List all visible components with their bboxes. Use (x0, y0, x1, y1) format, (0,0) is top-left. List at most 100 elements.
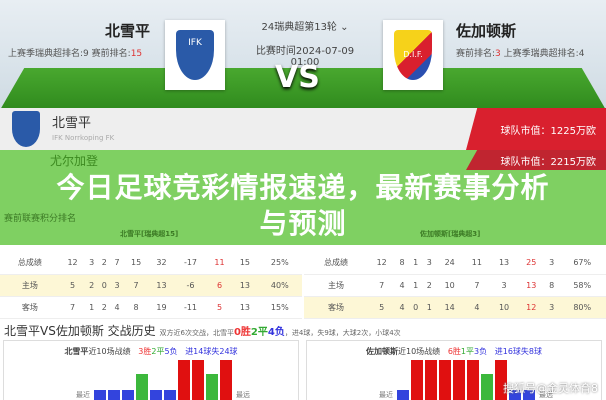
h2h-heading: 北雪平VS佐加顿斯 交战历史 双方近6次交战，北雪平0胜2平4负，进4球，失9球… (4, 324, 401, 338)
form-bar-L (122, 390, 134, 400)
home-form-panel: 北雪平近10场战绩 3胜2平5负 进14球失24球 最近 最远 (3, 340, 299, 400)
table-cell: 25% (257, 252, 302, 275)
vs-label: VS (275, 60, 320, 95)
table-cell: 58% (558, 274, 606, 297)
table-cell: 67% (558, 252, 606, 275)
pitch-background (0, 68, 606, 110)
table-cell: 1 (85, 296, 98, 319)
table-cell: 8 (544, 274, 559, 297)
table-cell: 5 (59, 274, 86, 297)
table-cell: 2 (97, 252, 111, 275)
home-standings-label: 北雪平[瑞典超15] (120, 230, 179, 238)
table-cell: 客场 (0, 296, 60, 319)
table-cell: 25 (517, 252, 545, 275)
table-cell: 19 (148, 296, 175, 319)
home-team-logo: IFK (165, 20, 225, 90)
table-cell: 4 (463, 296, 491, 319)
table-cell: 10 (490, 296, 518, 319)
form-bar-D (481, 374, 493, 400)
table-cell: 4 (395, 296, 409, 319)
home-team-en-name: IFK Norrkoping FK (52, 134, 115, 142)
form-bar-L (164, 390, 176, 400)
table-row: 总成绩 12 3 2 7 15 32 -17 11 15 25% (0, 252, 302, 275)
form-bar-L (150, 390, 162, 400)
table-cell: 0 (408, 296, 423, 319)
away-team-row-name: 尤尔加登 (50, 154, 99, 168)
table-cell: 2 (422, 274, 437, 297)
table-cell: 12 (59, 252, 86, 275)
table-cell: 3 (85, 252, 98, 275)
table-cell: -6 (174, 274, 207, 297)
table-cell: 13 (232, 296, 258, 319)
table-cell: 7 (123, 274, 149, 297)
form-bar-L (397, 390, 409, 400)
form-bar-W (411, 360, 423, 400)
table-cell: 2 (85, 274, 98, 297)
headline-title: 今日足球竞彩情报速递，最新赛事分析 与预测 (56, 171, 550, 240)
table-cell: 12 (517, 296, 545, 319)
table-cell: 2 (97, 296, 111, 319)
table-cell: 3 (110, 274, 124, 297)
away-standings-label: 佐加顿斯[瑞典超3] (420, 230, 481, 238)
away-market-value: 球队市值：2215万欧 (466, 150, 606, 170)
home-team-row-name: 北雪平 (52, 116, 92, 131)
table-row: 总成绩 12 8 1 3 24 11 13 25 3 67% (304, 252, 606, 275)
away-team-logo: D.I.F. (383, 20, 443, 90)
table-cell: 1 (408, 252, 423, 275)
form-bar-W (220, 360, 232, 400)
form-bar-W (467, 360, 479, 400)
table-cell: 3 (544, 252, 559, 275)
table-row: 客场 7 1 2 4 8 19 -11 5 13 15% (0, 296, 302, 319)
table-cell: 5 (206, 296, 233, 319)
table-cell: 15% (257, 296, 302, 319)
form-bar-W (192, 360, 204, 400)
home-standings-table: 总成绩 12 3 2 7 15 32 -17 11 15 25% 主场 5 2 0 3 7 13 -6 6 13 40% 客… (0, 252, 302, 319)
table-cell: 13 (490, 252, 518, 275)
table-cell: 4 (395, 274, 409, 297)
table-cell: 7 (463, 274, 491, 297)
home-team-small-logo (12, 111, 40, 147)
away-standings-table: 总成绩 12 8 1 3 24 11 13 25 3 67% 主场 7 4 1 2 10 7 3 13 8 58% 客场 5 4… (304, 252, 606, 319)
table-cell: 6 (206, 274, 233, 297)
form-bar-D (136, 374, 148, 400)
table-cell: 7 (110, 252, 124, 275)
table-cell: 13 (148, 274, 175, 297)
table-cell: -17 (174, 252, 207, 275)
table-cell: 24 (436, 252, 464, 275)
table-cell: 8 (395, 252, 409, 275)
form-bar-L (509, 390, 521, 400)
table-cell: 1 (422, 296, 437, 319)
table-cell: 总成绩 (304, 252, 369, 275)
table-cell: 15 (232, 252, 258, 275)
table-cell: 80% (558, 296, 606, 319)
table-cell: 3 (422, 252, 437, 275)
round-selector[interactable]: 24瑞典超第13轮 ⌄ (261, 22, 349, 33)
table-cell: 7 (59, 296, 86, 319)
table-cell: 5 (368, 296, 396, 319)
table-cell: 3 (544, 296, 559, 319)
table-cell: 10 (436, 274, 464, 297)
table-cell: 7 (368, 274, 396, 297)
table-cell: 32 (148, 252, 175, 275)
away-team-name: 佐加顿斯 (456, 22, 517, 40)
table-cell: 主场 (0, 274, 60, 297)
far-label: 最远 (539, 391, 553, 399)
table-cell: 8 (123, 296, 149, 319)
far-label: 最远 (236, 391, 250, 399)
table-cell: 13 (517, 274, 545, 297)
table-cell: 15 (123, 252, 149, 275)
home-team-ranks: 上赛季瑞典超排名:9 赛前排名:15 (8, 49, 143, 59)
home-market-value: 球队市值：1225万欧 (466, 108, 606, 150)
form-bar-W (439, 360, 451, 400)
home-team-name: 北雪平 (105, 22, 151, 40)
table-cell: 总成绩 (0, 252, 60, 275)
recent-label: 最近 (379, 391, 393, 399)
table-row: 客场 5 4 0 1 14 4 10 12 3 80% (304, 296, 606, 319)
watermark: 搜狐号@金灵体育8 (503, 382, 598, 395)
chevron-down-icon: ⌄ (340, 22, 349, 33)
form-bar-L (523, 390, 535, 400)
table-cell: 40% (257, 274, 302, 297)
recent-label: 最近 (76, 391, 90, 399)
table-cell: 11 (206, 252, 233, 275)
form-bar-L (94, 390, 106, 400)
